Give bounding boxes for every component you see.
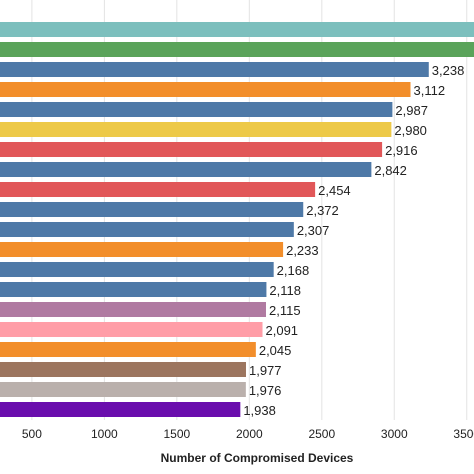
- bar: [0, 122, 392, 137]
- bar: [0, 322, 263, 337]
- bar: [0, 302, 266, 317]
- x-tick-label: 1000: [91, 427, 118, 441]
- x-axis-ticks: 500 1000 1500 2000 2500 3000 3500: [22, 427, 474, 441]
- bar: [0, 262, 274, 277]
- bar: [0, 362, 246, 377]
- bar-value-label: 2,168: [277, 263, 310, 278]
- bar: [0, 142, 383, 157]
- x-tick-label: 500: [22, 427, 42, 441]
- bar-value-label: 1,938: [243, 403, 276, 418]
- bar-value-label: 2,842: [374, 163, 407, 178]
- bar-value-label: 2,980: [394, 123, 427, 138]
- bar-value-label: 2,307: [297, 223, 330, 238]
- x-tick-label: 3000: [381, 427, 408, 441]
- bar-value-label: 2,233: [286, 243, 319, 258]
- bar-value-label: 3,112: [414, 83, 446, 98]
- bar-value-label: 2,454: [318, 183, 351, 198]
- bar-value-label: 2,372: [306, 203, 339, 218]
- bar: [0, 162, 372, 177]
- x-tick-label: 3500: [453, 427, 474, 441]
- bar-value-label: 2,916: [385, 143, 418, 158]
- x-axis-title: Number of Compromised Devices: [161, 451, 354, 465]
- bar: [0, 242, 284, 257]
- bar-value-label: 2,045: [259, 343, 292, 358]
- bar: [0, 282, 267, 297]
- bar: [0, 382, 246, 397]
- x-tick-label: 1500: [163, 427, 190, 441]
- bar-value-label: 2,987: [395, 103, 428, 118]
- bar: [0, 202, 304, 217]
- bar: [0, 182, 316, 197]
- bar: [0, 22, 474, 37]
- bar-value-label: 2,115: [269, 303, 301, 318]
- bar: [0, 402, 241, 417]
- bar: [0, 222, 294, 237]
- bar-value-label: 1,976: [249, 383, 282, 398]
- bars: [0, 22, 474, 417]
- bar-value-label: 3,238: [432, 63, 465, 78]
- bar: [0, 102, 393, 117]
- value-labels: 3,238 3,112 2,987 2,980 2,916 2,842 2,454 2,372…: [243, 63, 464, 418]
- bar: [0, 42, 474, 57]
- bar: [0, 62, 429, 77]
- bar: [0, 342, 256, 357]
- bar: [0, 82, 411, 97]
- x-tick-label: 2500: [308, 427, 335, 441]
- bar-value-label: 2,091: [266, 323, 299, 338]
- bar-value-label: 1,977: [249, 363, 282, 378]
- x-tick-label: 2000: [236, 427, 263, 441]
- bar-value-label: 2,118: [269, 283, 301, 298]
